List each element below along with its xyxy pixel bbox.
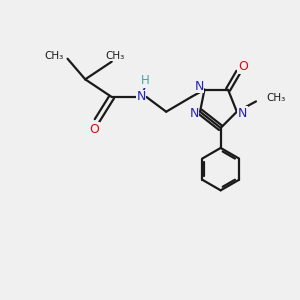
Text: O: O: [89, 123, 99, 136]
Text: N: N: [194, 80, 204, 93]
Text: H: H: [141, 74, 150, 87]
Text: CH₃: CH₃: [105, 51, 124, 61]
Text: N: N: [238, 107, 248, 120]
Text: N: N: [190, 107, 199, 120]
Text: O: O: [238, 60, 248, 73]
Text: N: N: [136, 91, 146, 103]
Text: CH₃: CH₃: [45, 51, 64, 61]
Text: CH₃: CH₃: [266, 94, 286, 103]
